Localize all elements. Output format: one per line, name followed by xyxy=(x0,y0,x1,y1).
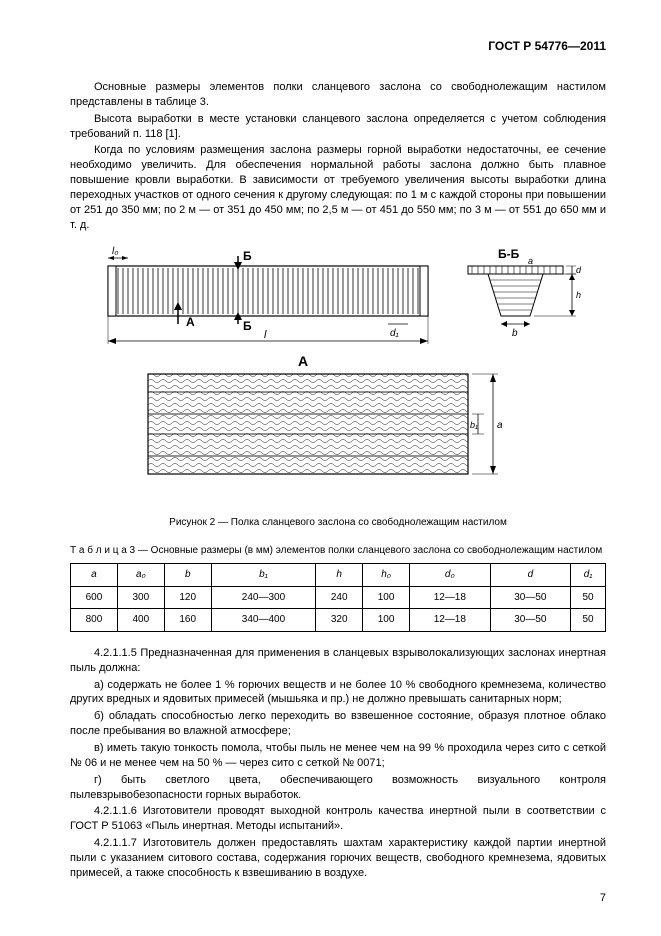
label-h: h xyxy=(576,290,581,300)
clause-v: в) иметь такую тонкость помола, чтобы пы… xyxy=(70,741,606,771)
figure-2: А Б Б l₀ d₁ xyxy=(70,246,606,506)
label-A-arrow: А xyxy=(186,315,195,329)
label-l0: l₀ xyxy=(112,246,118,257)
label-BB: Б-Б xyxy=(498,247,520,261)
figure-section-bb: Б-Б xyxy=(468,247,582,339)
cell: 12—18 xyxy=(410,609,491,632)
cell: 12—18 xyxy=(410,586,491,609)
label-B-top: Б xyxy=(243,249,252,263)
cell: 320 xyxy=(316,609,363,632)
cell: 240—300 xyxy=(211,586,316,609)
clause-num: 4.2.1.1.6 xyxy=(94,805,137,817)
th-a0: a₀ xyxy=(117,564,164,587)
table-title: Т а б л и ц а 3 — Основные размеры (в мм… xyxy=(70,544,606,558)
label-d1: d₁ xyxy=(390,328,399,339)
cell: 400 xyxy=(117,609,164,632)
cell: 50 xyxy=(571,609,606,632)
cell: 300 xyxy=(117,586,164,609)
cell: 340—400 xyxy=(211,609,316,632)
table-3: a a₀ b b₁ h h₀ d₀ d d₁ 600 300 120 240—3… xyxy=(70,563,606,632)
label-l: l xyxy=(264,329,267,341)
clause-text: Изготовители проводят выходной контроль … xyxy=(70,805,606,832)
clause-g: г) быть светлого цвета, обеспечивающего … xyxy=(70,773,606,803)
figure-view-a: А xyxy=(148,353,503,474)
clause-4-2-1-1-7: 4.2.1.1.7 Изготовитель должен предоставл… xyxy=(70,836,606,881)
label-b: b xyxy=(512,328,518,339)
cell: 240 xyxy=(316,586,363,609)
clause-b: б) обладать способностью легко переходит… xyxy=(70,709,606,739)
clause-num: 4.2.1.1.5 xyxy=(94,647,137,659)
figure-top-plan: А Б Б l₀ d₁ xyxy=(108,246,428,344)
para-3: Когда по условиям размещения заслона раз… xyxy=(70,143,606,232)
th-d1: d₁ xyxy=(571,564,606,587)
th-d0: d₀ xyxy=(410,564,491,587)
cell: 600 xyxy=(71,586,118,609)
th-h0: h₀ xyxy=(363,564,410,587)
page-number: 7 xyxy=(600,891,606,906)
th-h: h xyxy=(316,564,363,587)
page: ГОСТ Р 54776—2011 Основные размеры элеме… xyxy=(0,0,661,936)
label-a-top: a xyxy=(528,256,533,266)
table-row: 800 400 160 340—400 320 100 12—18 30—50 … xyxy=(71,609,606,632)
cell: 120 xyxy=(164,586,211,609)
cell: 100 xyxy=(363,586,410,609)
table-header-row: a a₀ b b₁ h h₀ d₀ d d₁ xyxy=(71,564,606,587)
label-d: d xyxy=(576,265,582,275)
clause-a: а) содержать не более 1 % горючих вещест… xyxy=(70,678,606,708)
th-a: a xyxy=(71,564,118,587)
label-b1: b₁ xyxy=(470,420,478,430)
th-d: d xyxy=(490,564,571,587)
cell: 800 xyxy=(71,609,118,632)
figure-caption: Рисунок 2 — Полка сланцевого заслона со … xyxy=(70,516,606,530)
clause-text: Изготовитель должен предоставлять шахтам… xyxy=(70,837,606,879)
table-row: 600 300 120 240—300 240 100 12—18 30—50 … xyxy=(71,586,606,609)
cell: 100 xyxy=(363,609,410,632)
doc-id: ГОСТ Р 54776—2011 xyxy=(488,38,606,54)
cell: 160 xyxy=(164,609,211,632)
label-B-bot: Б xyxy=(243,319,252,333)
label-A-title: А xyxy=(298,353,308,369)
cell: 50 xyxy=(571,586,606,609)
clause-num: 4.2.1.1.7 xyxy=(94,837,137,849)
para-2: Высота выработки в месте установки сланц… xyxy=(70,112,606,142)
th-b1: b₁ xyxy=(211,564,316,587)
clause-4-2-1-1-5: 4.2.1.1.5 Предназначенная для применения… xyxy=(70,646,606,676)
label-a-side: a xyxy=(497,420,503,431)
cell: 30—50 xyxy=(490,609,571,632)
para-1: Основные размеры элементов полки сланцев… xyxy=(70,80,606,110)
cell: 30—50 xyxy=(490,586,571,609)
th-b: b xyxy=(164,564,211,587)
body: Основные размеры элементов полки сланцев… xyxy=(70,80,606,881)
clause-4-2-1-1-6: 4.2.1.1.6 Изготовители проводят выходной… xyxy=(70,804,606,834)
clause-text: Предназначенная для применения в сланцев… xyxy=(70,647,606,674)
figure-svg: А Б Б l₀ d₁ xyxy=(88,246,588,506)
